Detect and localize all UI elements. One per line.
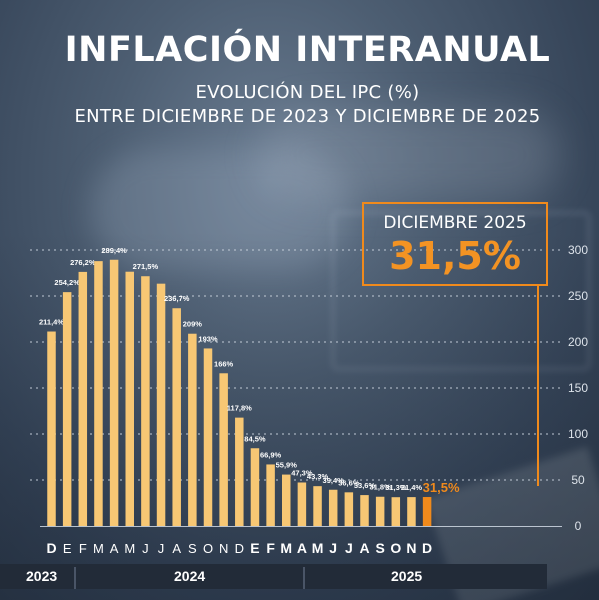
bar	[203, 348, 213, 526]
page-title: INFLACIÓN INTERANUAL	[64, 30, 551, 70]
bar-highlighted	[422, 497, 432, 526]
month-label: O	[203, 541, 213, 556]
bar	[282, 474, 291, 526]
year-label-2025: 2025	[391, 568, 423, 584]
month-label: E	[63, 541, 72, 556]
month-label: S	[188, 541, 197, 556]
highlight-connector-line	[537, 286, 539, 486]
bar	[141, 276, 150, 526]
bar	[125, 271, 134, 526]
bar	[219, 373, 228, 526]
month-label: J	[158, 541, 165, 556]
bar	[250, 448, 260, 526]
bar	[235, 417, 244, 526]
month-label: A	[359, 540, 369, 556]
bar	[328, 489, 338, 526]
month-label: S	[375, 540, 384, 556]
month-label: E	[250, 540, 259, 556]
y-tick-label: 0	[575, 519, 582, 533]
bar	[313, 486, 322, 526]
highlight-label: DICIEMBRE 2025	[383, 213, 527, 233]
data-label: 47,3%	[291, 468, 313, 477]
bar	[172, 308, 181, 526]
bar	[375, 496, 385, 526]
bar	[188, 333, 197, 526]
bar	[109, 259, 119, 526]
year-separator	[303, 567, 305, 589]
highlight-box: DICIEMBRE 2025 31,5%	[362, 202, 548, 286]
y-tick-label: 200	[568, 335, 588, 349]
bar	[344, 492, 354, 526]
data-label: 254,2%	[54, 278, 80, 287]
month-label: M	[280, 540, 292, 556]
data-label: 39,4%	[323, 476, 345, 485]
month-label: F	[79, 541, 87, 556]
bar	[94, 261, 103, 526]
month-label: D	[235, 541, 244, 556]
month-label: J	[329, 540, 337, 556]
month-label: F	[266, 540, 275, 556]
y-tick-label: 100	[568, 427, 588, 441]
data-label: 117,8%	[227, 404, 252, 413]
month-label: A	[172, 541, 181, 556]
y-tick-label: 250	[568, 289, 588, 303]
bar	[47, 331, 56, 526]
month-label: N	[406, 540, 416, 556]
month-label: N	[219, 541, 228, 556]
data-label: 209%	[183, 320, 203, 329]
month-label: A	[110, 541, 119, 556]
data-label: 289,4%	[101, 246, 127, 255]
data-label: 276,2%	[70, 258, 96, 267]
data-label: 236,7%	[164, 294, 190, 303]
year-label-2024: 2024	[174, 568, 206, 584]
month-label: J	[345, 540, 353, 556]
data-label: 66,9%	[260, 450, 282, 459]
data-label: 36,6%	[338, 478, 360, 487]
bar	[391, 497, 401, 526]
month-label: M	[93, 541, 104, 556]
bar	[62, 292, 72, 526]
y-tick-label: 150	[568, 381, 588, 395]
year-label-2023: 2023	[26, 568, 58, 584]
month-label: J	[142, 541, 149, 556]
highlight-value: 31,5%	[389, 234, 521, 278]
data-label: 271,5%	[133, 262, 159, 271]
y-tick-label: 50	[571, 473, 585, 487]
month-label: D	[422, 540, 432, 556]
month-label: M	[124, 541, 135, 556]
month-label: O	[390, 540, 401, 556]
month-label: M	[312, 540, 324, 556]
bar	[407, 497, 416, 526]
subtitle-line-1: EVOLUCIÓN DEL IPC (%)	[195, 82, 420, 103]
bar	[297, 482, 307, 526]
data-label: 31,4%	[401, 483, 423, 492]
data-label: 193%	[198, 334, 218, 343]
data-label: 166%	[214, 359, 234, 368]
data-label: 55,9%	[276, 461, 298, 470]
year-separator	[74, 567, 76, 589]
bar	[156, 283, 166, 526]
data-label: 33,6%	[354, 481, 376, 490]
bar	[78, 271, 88, 526]
bar	[360, 495, 369, 526]
data-label: 31,3%	[385, 483, 407, 492]
data-label: 84,5%	[244, 434, 266, 443]
data-label: 211,4%	[39, 318, 64, 327]
month-label: D	[46, 540, 56, 556]
month-label: A	[297, 540, 307, 556]
bar	[266, 464, 275, 526]
data-label: 43,3%	[307, 472, 329, 481]
subtitle-line-2: ENTRE DICIEMBRE DE 2023 Y DICIEMBRE DE 2…	[74, 106, 541, 127]
data-label: 31,8%	[370, 483, 392, 492]
year-bar	[0, 564, 547, 589]
y-tick-label: 300	[568, 243, 588, 257]
data-label: 31,5%	[423, 480, 460, 495]
